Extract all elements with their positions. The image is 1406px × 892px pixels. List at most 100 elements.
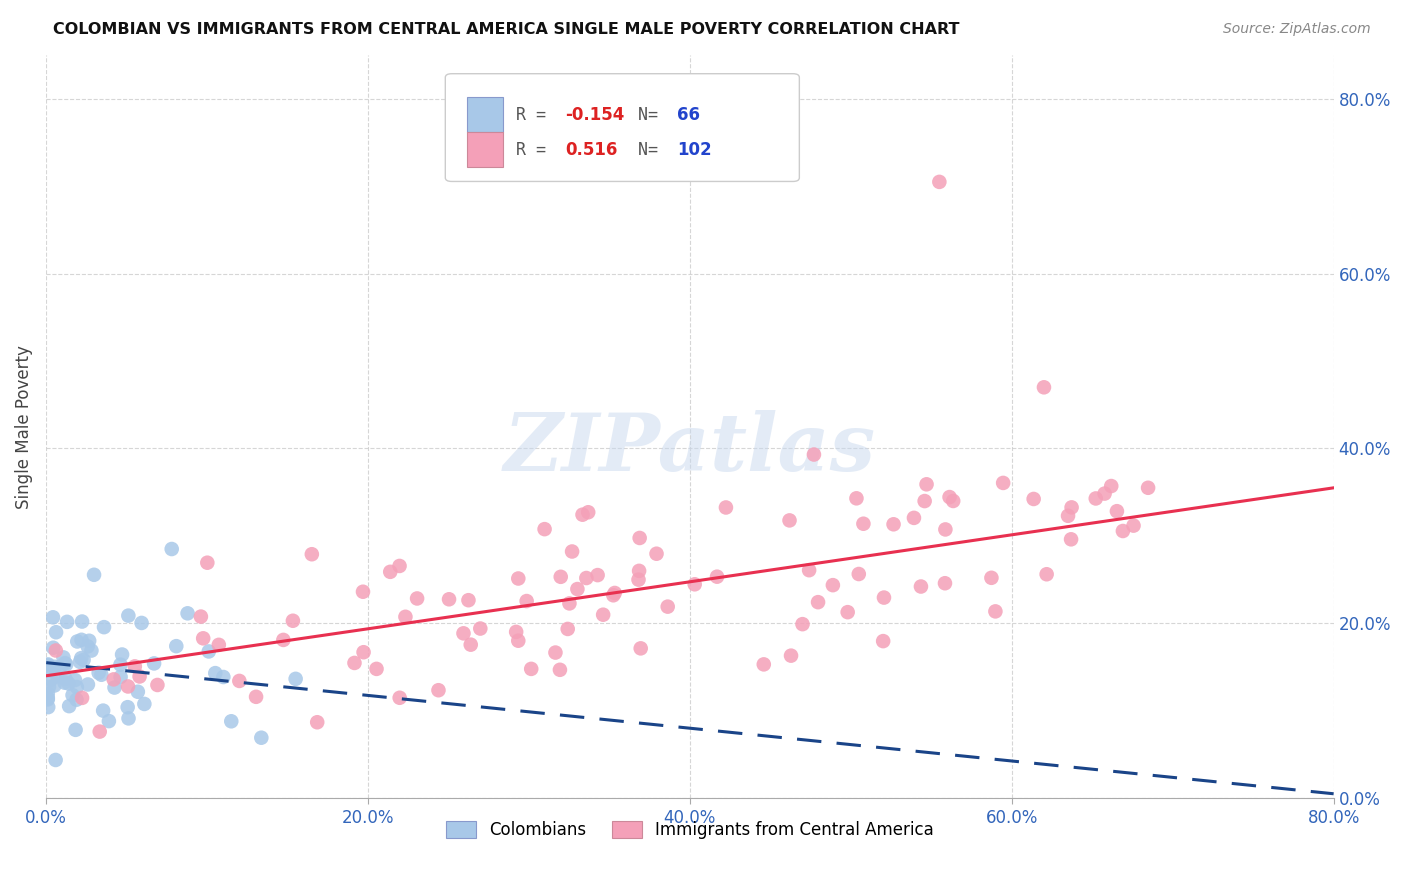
Point (117, 608, 139, 623)
Text: R =: R = (516, 105, 557, 124)
Point (706, 570, 728, 584)
Point (1122, 518, 1144, 533)
Point (70, 615, 93, 629)
Point (87, 665, 110, 680)
Point (37, 690, 59, 705)
Point (49, 659, 72, 673)
Point (63, 673, 86, 687)
Point (117, 700, 139, 714)
Point (1060, 500, 1083, 515)
Point (37, 658, 59, 673)
Point (245, 690, 267, 704)
Text: N=: N= (638, 105, 668, 124)
Point (508, 572, 530, 586)
Point (66, 634, 89, 648)
Point (657, 599, 679, 614)
Point (984, 604, 1007, 618)
Point (942, 494, 965, 508)
Text: 0.516: 0.516 (565, 141, 617, 159)
Point (97, 714, 120, 728)
Point (353, 645, 375, 659)
Point (58, 699, 80, 714)
Point (193, 632, 215, 646)
Point (66, 680, 89, 694)
Point (352, 584, 374, 599)
Point (197, 644, 219, 658)
Point (55, 657, 77, 672)
Point (69, 655, 91, 669)
Point (934, 576, 956, 591)
Point (42, 610, 65, 624)
Point (37, 687, 59, 701)
Point (714, 500, 737, 515)
Point (76, 640, 98, 654)
Point (366, 662, 388, 676)
Point (56, 615, 79, 629)
Point (1137, 481, 1160, 495)
Point (273, 632, 295, 647)
Point (602, 588, 624, 602)
Point (111, 648, 134, 662)
Point (779, 513, 801, 527)
Point (557, 622, 579, 636)
Point (160, 541, 183, 556)
Bar (467, 96, 503, 132)
Text: COLOMBIAN VS IMMIGRANTS FROM CENTRAL AMERICA SINGLE MALE POVERTY CORRELATION CHA: COLOMBIAN VS IMMIGRANTS FROM CENTRAL AME… (53, 22, 960, 37)
Point (1084, 491, 1107, 506)
Point (70, 632, 93, 647)
Point (872, 634, 894, 648)
Point (44, 678, 66, 692)
Y-axis label: Single Male Poverty: Single Male Poverty (15, 344, 32, 508)
Point (42, 640, 65, 655)
Point (910, 580, 932, 594)
Point (457, 593, 479, 607)
Point (62, 688, 84, 702)
Point (845, 491, 868, 506)
Point (117, 711, 139, 725)
Point (520, 662, 543, 676)
Point (873, 591, 896, 605)
Point (1099, 479, 1122, 493)
Point (208, 638, 231, 652)
Point (1035, 567, 1057, 582)
Text: Source: ZipAtlas.com: Source: ZipAtlas.com (1223, 22, 1371, 37)
Point (77, 633, 100, 648)
Point (1033, 380, 1056, 394)
Point (821, 578, 844, 592)
Point (1105, 504, 1128, 518)
Point (394, 609, 416, 624)
Point (117, 680, 139, 694)
Point (567, 582, 589, 596)
Point (915, 477, 938, 491)
Point (219, 714, 242, 729)
Text: 66: 66 (678, 105, 700, 124)
Point (934, 523, 956, 537)
Point (301, 547, 323, 561)
Point (628, 531, 651, 545)
Point (628, 564, 651, 578)
Point (548, 663, 571, 677)
Text: ZIPatlas: ZIPatlas (503, 410, 876, 488)
Point (38, 680, 60, 694)
Point (44, 659, 66, 673)
Point (70, 690, 93, 705)
Point (190, 609, 212, 624)
Point (792, 617, 814, 632)
Point (143, 657, 166, 671)
Point (65, 723, 87, 737)
Point (65, 692, 87, 706)
Point (575, 571, 598, 585)
Point (53, 675, 76, 690)
Text: R =: R = (516, 141, 567, 159)
Point (645, 547, 668, 561)
Point (131, 615, 153, 630)
Point (780, 648, 803, 663)
Point (284, 672, 307, 686)
Point (281, 614, 304, 628)
Point (45, 625, 67, 640)
Point (90, 667, 112, 681)
Point (37, 700, 59, 714)
Point (561, 544, 583, 558)
Point (204, 666, 226, 681)
Point (250, 731, 273, 745)
